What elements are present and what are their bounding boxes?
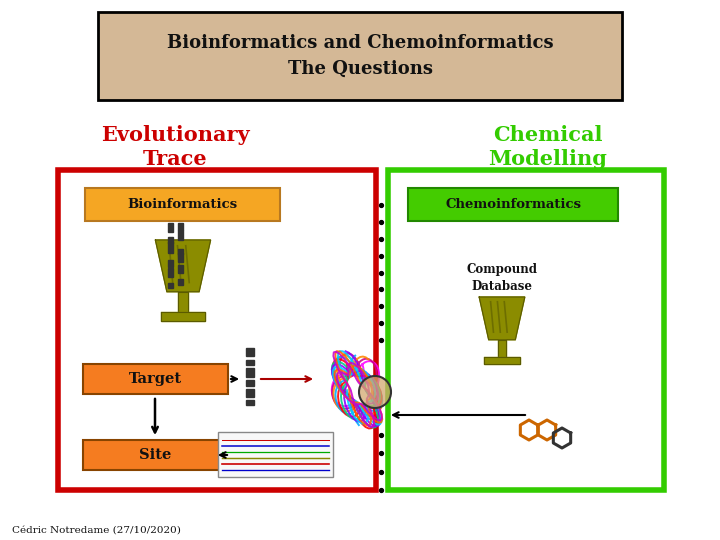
Polygon shape — [484, 357, 520, 363]
Text: Chemical
Modelling: Chemical Modelling — [489, 125, 608, 170]
Bar — [246, 400, 254, 405]
Bar — [168, 242, 173, 253]
Bar — [178, 223, 183, 230]
Bar — [178, 230, 183, 240]
FancyBboxPatch shape — [388, 170, 664, 490]
Polygon shape — [178, 292, 188, 313]
Circle shape — [359, 376, 391, 408]
FancyBboxPatch shape — [98, 12, 622, 100]
FancyBboxPatch shape — [218, 432, 333, 477]
Bar — [178, 253, 183, 262]
Bar — [246, 368, 254, 377]
Bar — [178, 249, 183, 254]
Polygon shape — [156, 240, 210, 292]
Polygon shape — [480, 297, 525, 340]
FancyBboxPatch shape — [58, 170, 376, 490]
Text: Chemoinformatics: Chemoinformatics — [445, 198, 581, 211]
Bar — [168, 223, 173, 232]
FancyBboxPatch shape — [83, 364, 228, 394]
Bar — [178, 265, 183, 273]
FancyBboxPatch shape — [85, 188, 280, 221]
FancyBboxPatch shape — [408, 188, 618, 221]
Polygon shape — [498, 340, 506, 357]
Bar — [168, 260, 173, 267]
Bar — [246, 360, 254, 365]
Text: Evolutionary
Trace: Evolutionary Trace — [101, 125, 249, 170]
Bar — [168, 237, 173, 243]
Bar — [178, 279, 183, 285]
FancyBboxPatch shape — [83, 440, 228, 470]
Polygon shape — [161, 313, 205, 321]
Text: Compound
Database: Compound Database — [467, 263, 538, 293]
Text: Cédric Notredame (27/10/2020): Cédric Notredame (27/10/2020) — [12, 525, 181, 535]
Text: Target: Target — [129, 372, 182, 386]
Bar — [246, 380, 254, 386]
Bar — [168, 268, 173, 277]
Text: Bioinformatics: Bioinformatics — [127, 198, 238, 211]
Bar — [246, 389, 254, 397]
Bar — [168, 283, 173, 288]
Bar — [246, 348, 254, 356]
Text: Bioinformatics and Chemoinformatics
The Questions: Bioinformatics and Chemoinformatics The … — [167, 35, 553, 78]
Text: Site: Site — [139, 448, 171, 462]
